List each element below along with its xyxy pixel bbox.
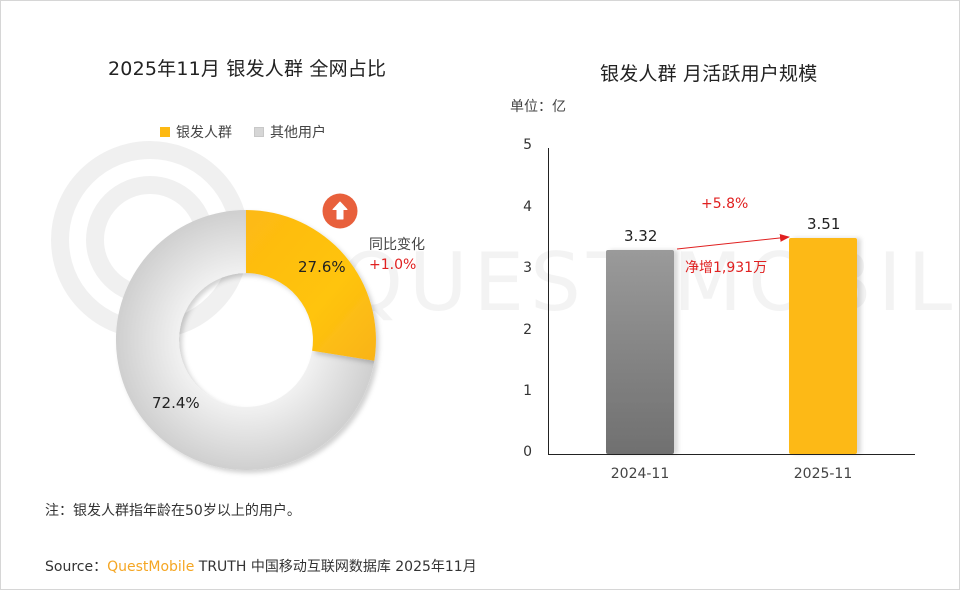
x-category-2025-11: 2025-11 xyxy=(793,466,853,482)
legend-swatch-silver xyxy=(160,127,170,137)
y-tick-2: 2 xyxy=(523,322,532,338)
bar-chart xyxy=(548,148,915,455)
y-tick-3: 3 xyxy=(523,260,532,276)
slice-label-silver: 27.6% xyxy=(298,258,346,276)
y-tick-0: 0 xyxy=(523,444,532,460)
donut-chart xyxy=(115,210,376,470)
y-tick-4: 4 xyxy=(523,199,532,215)
growth-pct: +5.8% xyxy=(701,196,749,212)
net-increase: 净增1,931万 xyxy=(685,260,768,276)
growth-arrow xyxy=(676,233,790,250)
y-tick-1: 1 xyxy=(523,383,532,399)
slice-label-other: 72.4% xyxy=(152,394,200,412)
legend-label-silver: 银发人群 xyxy=(176,125,232,141)
yoy-change-value: +1.0% xyxy=(369,257,417,273)
y-tick-5: 5 xyxy=(523,137,532,153)
source-brand: QuestMobile xyxy=(107,559,195,575)
yoy-change-title: 同比变化 xyxy=(369,237,425,253)
bar-value-2025-11: 3.51 xyxy=(807,215,841,233)
arrow-up-icon xyxy=(322,193,358,229)
footnote: 注：银发人群指年龄在50岁以上的用户。 xyxy=(45,503,301,519)
bar-2025-11 xyxy=(789,238,857,454)
unit-label: 单位：亿 xyxy=(510,99,566,115)
right-chart-title: 银发人群 月活跃用户规模 xyxy=(600,63,818,85)
legend-swatch-other xyxy=(254,127,264,137)
bar-value-2024-11: 3.32 xyxy=(624,227,658,245)
legend-label-other: 其他用户 xyxy=(270,125,326,141)
left-chart-title: 2025年11月 银发人群 全网占比 xyxy=(108,58,387,80)
donut-slice-silver xyxy=(246,210,376,361)
source-line: Source：QuestMobile TRUTH 中国移动互联网数据库 2025… xyxy=(45,556,477,576)
x-category-2024-11: 2024-11 xyxy=(610,466,670,482)
source-prefix: Source： xyxy=(45,559,108,575)
bar-2024-11 xyxy=(606,250,674,454)
source-rest: TRUTH 中国移动互联网数据库 2025年11月 xyxy=(194,559,477,575)
donut-slice-other xyxy=(115,210,375,470)
left-chart-legend: 银发人群 其他用户 xyxy=(160,122,326,142)
